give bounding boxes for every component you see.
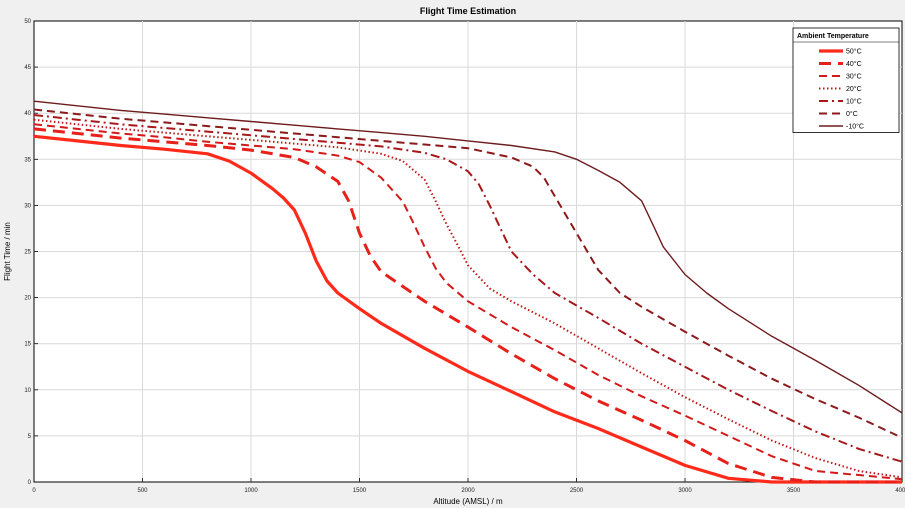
legend: Ambient Temperature 50°C 40°C 30°C 20°C 10°C… <box>792 27 900 133</box>
y-tick-label: 20 <box>24 296 31 302</box>
y-tick-label: 5 <box>28 434 32 440</box>
x-tick-label: 1000 <box>244 488 258 494</box>
y-tick-label: 25 <box>24 250 31 256</box>
legend-item-6: -10°C <box>819 123 864 131</box>
x-axis-label: Altitude (AMSL) / m <box>433 497 503 506</box>
legend-label: 0°C <box>846 110 858 118</box>
y-tick-label: 35 <box>24 157 31 163</box>
series-line-1 <box>33 127 902 484</box>
y-tick-label: 0 <box>28 480 32 486</box>
legend-item-3: 20°C <box>819 85 862 93</box>
series-line-4 <box>33 114 903 463</box>
y-tick-label: 10 <box>24 388 31 394</box>
x-tick-label: 500 <box>137 488 148 494</box>
legend-items: 50°C 40°C 30°C 20°C 10°C 0°C -10°C <box>819 48 864 131</box>
x-tick-label: 2000 <box>461 488 475 494</box>
legend-item-4: 10°C <box>819 98 862 106</box>
legend-label: 20°C <box>846 85 862 93</box>
legend-label: 50°C <box>846 48 862 56</box>
legend-label: -10°C <box>846 123 864 131</box>
legend-label: 40°C <box>846 60 862 68</box>
legend-item-2: 30°C <box>819 73 862 81</box>
legend-item-0: 50°C <box>819 48 862 56</box>
series-line-0 <box>33 134 902 484</box>
legend-label: 30°C <box>846 73 862 81</box>
legend-label: 10°C <box>846 98 862 106</box>
y-tick-label: 15 <box>24 342 31 348</box>
y-tick-label: 30 <box>24 203 31 209</box>
legend-item-5: 0°C <box>819 110 858 118</box>
series-layer <box>33 100 903 484</box>
series-line-6 <box>33 100 903 414</box>
x-tick-label: 0 <box>32 488 36 494</box>
legend-item-1: 40°C <box>819 60 862 68</box>
legend-box <box>792 27 900 133</box>
y-tick-label: 50 <box>24 19 31 25</box>
y-tick-label: 40 <box>24 111 31 117</box>
y-axis-label: Flight Time / min <box>3 222 12 281</box>
x-tick-label: 3000 <box>678 488 692 494</box>
chart-title: Flight Time Estimation <box>420 6 516 16</box>
series-line-2 <box>33 123 903 481</box>
x-tick-label: 3500 <box>787 488 801 494</box>
series-line-3 <box>33 118 903 479</box>
series-line-5 <box>33 108 903 439</box>
legend-title: Ambient Temperature <box>797 33 869 40</box>
grid-lines <box>33 20 903 483</box>
x-tick-label: 2500 <box>570 488 584 494</box>
x-tick-label: 1500 <box>353 488 367 494</box>
y-tick-label: 45 <box>24 65 31 71</box>
